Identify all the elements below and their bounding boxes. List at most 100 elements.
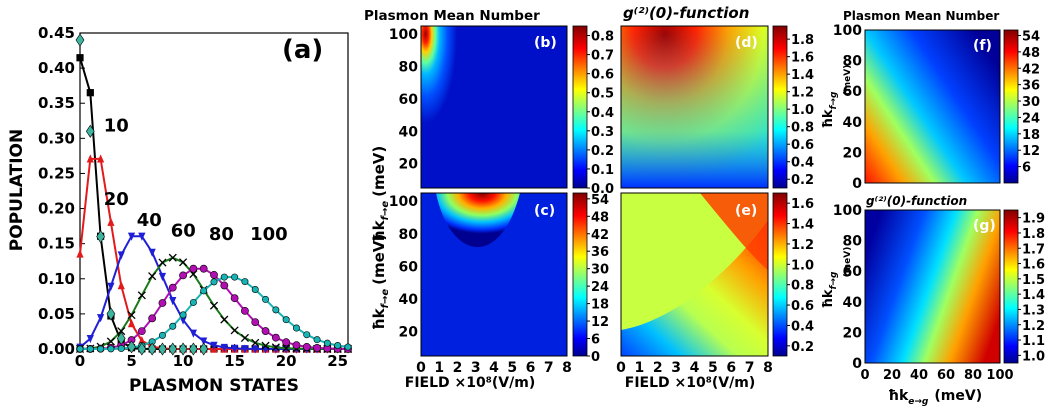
y-tick-label: 20 xyxy=(843,325,863,341)
data-point xyxy=(97,314,105,323)
data-point xyxy=(271,333,280,342)
x-tick-label: 5 xyxy=(708,360,718,376)
colorbar-tick-label: 0.2 xyxy=(791,340,814,355)
data-point xyxy=(231,273,239,281)
colorbar-tick-label: 1.2 xyxy=(1022,319,1045,334)
data-point xyxy=(127,232,136,241)
panel-g-label: (g) xyxy=(973,218,996,234)
panel-f-label: (f) xyxy=(973,38,992,54)
colorbar-tick-label: 30 xyxy=(1022,95,1040,110)
x-tick-label: 2 xyxy=(453,360,463,376)
x-tick-label: 80 xyxy=(964,368,982,383)
data-point xyxy=(230,326,239,335)
heatmap-d-overlay xyxy=(621,26,768,188)
svg-text:ħkf→e(meV): ħkf→e (meV) xyxy=(370,146,391,242)
data-point xyxy=(209,301,219,310)
data-point xyxy=(169,297,177,306)
title-mean-number-f: Plasmon Mean Number xyxy=(843,9,999,23)
y-tick-label: 40 xyxy=(843,295,863,311)
data-point xyxy=(158,272,167,282)
data-point xyxy=(76,249,84,258)
x-tick-label: 15 xyxy=(224,352,245,370)
data-point xyxy=(303,331,311,339)
colorbar-tick-label: 12 xyxy=(1022,144,1040,159)
heatmap-c-frame xyxy=(420,192,568,357)
y-tick-label: 60 xyxy=(399,259,419,275)
colorbar-tick-label: 1.7 xyxy=(1022,242,1045,257)
x-tick-label: 7 xyxy=(544,360,554,376)
data-point xyxy=(178,342,188,356)
x-tick-label: 60 xyxy=(937,368,955,383)
colorbar-tick-label: 1.9 xyxy=(1022,212,1045,227)
colorbar-tick-label: 1.4 xyxy=(1022,288,1045,303)
x-tick-label: 8 xyxy=(763,360,773,376)
title-g2-d-text: g⁽²⁾(0)-function xyxy=(623,4,749,22)
x-tick-label: 20 xyxy=(276,352,297,370)
y-tick-label: 100 xyxy=(389,27,418,43)
panel-a-xlabel: PLASMON STATES xyxy=(129,376,299,396)
y-tick-label: 100 xyxy=(389,194,418,210)
colorbar-tick-label: 1.2 xyxy=(791,238,814,253)
xlabel-b: FIELD ×10⁸(V/m) xyxy=(405,375,535,391)
data-point xyxy=(148,272,157,281)
y-tick-label: 0.00 xyxy=(38,340,75,358)
colorbar-tick-label: 30 xyxy=(591,263,609,278)
y-tick-label: 40 xyxy=(399,124,419,140)
data-point xyxy=(137,327,146,336)
data-point xyxy=(251,318,260,326)
x-tick-label: 2 xyxy=(653,360,663,376)
colorbar-tick-label: 1.5 xyxy=(1022,273,1045,288)
xlabel-g: ħke→g (meV) xyxy=(888,388,982,407)
data-point xyxy=(107,217,115,226)
colorbar-tick-label: 48 xyxy=(591,210,609,225)
colorbar-g xyxy=(1003,209,1019,364)
data-point xyxy=(241,306,249,315)
data-point xyxy=(220,281,229,290)
colorbar-tick-label: 1.6 xyxy=(1022,258,1045,273)
panel-a-ylabel: POPULATION xyxy=(7,129,27,251)
y-tick-label: 0.10 xyxy=(38,270,75,288)
data-point xyxy=(106,307,116,321)
colorbar-tick-label: 0.0 xyxy=(591,182,614,197)
ylabel-f: ħkf→g xyxy=(821,91,839,128)
data-point xyxy=(231,344,239,353)
heatmap-f-frame xyxy=(864,29,1001,184)
series-100 xyxy=(76,273,352,353)
data-point xyxy=(241,345,249,354)
colorbar-tick-label: 42 xyxy=(1022,62,1040,77)
colorbar-tick-label: 54 xyxy=(591,193,609,208)
colorbar-tick-label: 36 xyxy=(1022,79,1040,94)
data-point xyxy=(75,33,85,47)
data-point xyxy=(189,264,198,273)
xlabel-g-sub: e→g xyxy=(908,397,929,407)
data-point xyxy=(127,340,136,354)
colorbar-tick-label: 1.4 xyxy=(791,68,814,83)
data-point xyxy=(334,342,342,350)
colorbar-tick-label: 6 xyxy=(1022,161,1031,176)
heatmap-e-hot xyxy=(700,193,768,270)
ylabel-c: ħkf→e (meV) xyxy=(370,234,391,330)
x-tick-label: 5 xyxy=(507,360,517,376)
panel-e-label: (e) xyxy=(735,203,757,219)
data-point xyxy=(169,322,177,330)
y-tick-label: 0.35 xyxy=(38,94,75,112)
y-tick-label: 80 xyxy=(399,60,419,76)
data-point xyxy=(86,89,94,97)
data-point xyxy=(138,335,146,345)
data-point xyxy=(313,336,321,344)
colorbar-tick-label: 48 xyxy=(1022,46,1040,61)
svg-text:ħkf→g: ħkf→g xyxy=(821,271,839,308)
data-point xyxy=(86,334,94,344)
colorbar-tick-label: 1.0 xyxy=(1022,349,1045,364)
data-point xyxy=(138,232,146,241)
panel-a: 0 5 10 15 20 25 0.00 0.05 0.10 0.15 0.20 0.25 0.30 0.… xyxy=(7,24,353,396)
colorbar-tick-label: 0.6 xyxy=(591,68,614,83)
ylabel-g-sub: f→g xyxy=(829,271,839,289)
xlabel-g-unit: (meV) xyxy=(934,388,982,404)
colorbar-tick-label: 1.6 xyxy=(791,197,814,212)
colorbar-tick-label: 0.3 xyxy=(591,125,614,140)
panel-a-ticks: 0 5 10 15 20 25 0.00 0.05 0.10 0.15 0.20 0.25 0.30 0.… xyxy=(38,24,348,370)
colorbar-tick-label: 18 xyxy=(591,298,609,313)
